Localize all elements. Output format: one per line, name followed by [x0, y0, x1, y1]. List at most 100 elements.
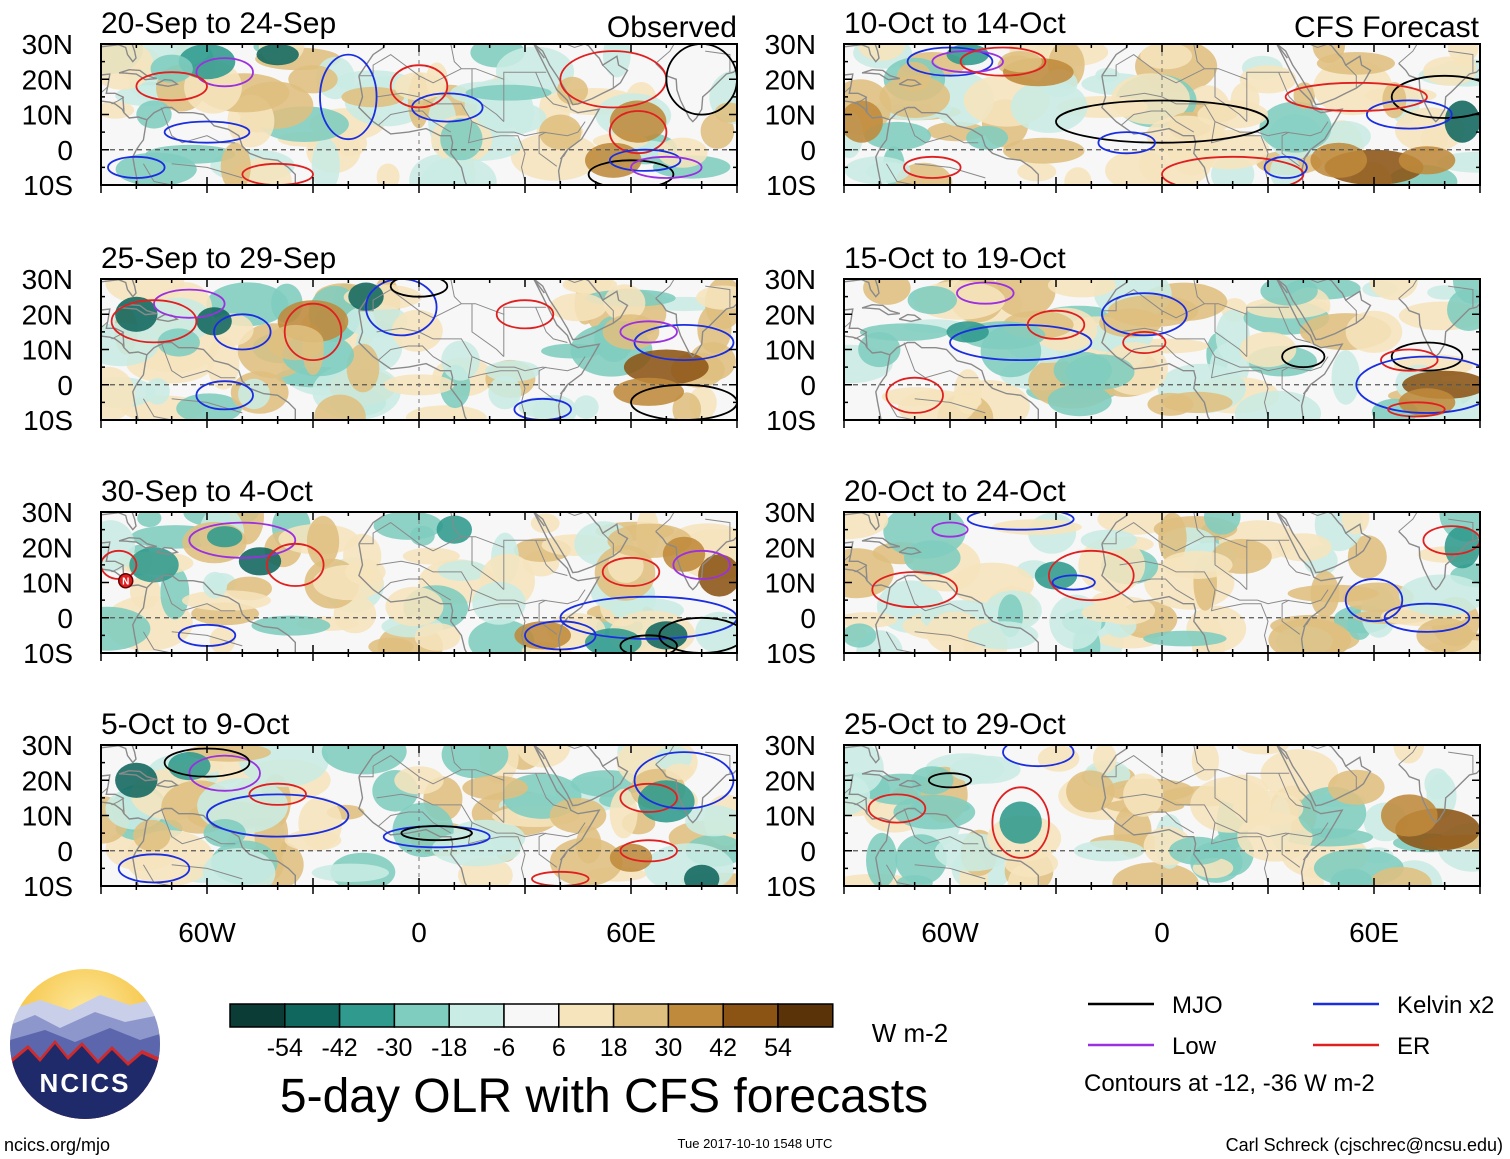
- map-panel: 30-Sep to 4-Oct N 30N 20N 10N 0 10S: [22, 475, 738, 669]
- coastline: [844, 279, 880, 298]
- olr-anomaly-blob: [1197, 100, 1268, 129]
- olr-anomaly-blob: [1095, 67, 1120, 83]
- contour-er: [1387, 401, 1446, 418]
- country-border: [1448, 751, 1474, 774]
- olr-anomaly-blob: [321, 745, 407, 775]
- country-border: [358, 53, 547, 84]
- map-area: [101, 745, 737, 886]
- colorbar-swatch: [338, 1003, 396, 1028]
- contour-low: [931, 521, 969, 538]
- contour-low: [672, 549, 731, 580]
- olr-anomaly-blob: [313, 564, 384, 601]
- country-border: [914, 163, 986, 179]
- country-border: [1214, 536, 1248, 590]
- map-area: [101, 279, 737, 420]
- country-border: [1121, 110, 1195, 133]
- country-border: [885, 864, 915, 886]
- olr-anomaly-blob: [157, 328, 200, 357]
- map-panel: 25-Sep to 29-Sep 30N 20N 10N 0 10S: [22, 242, 738, 436]
- coastline: [573, 652, 595, 653]
- country-border: [467, 589, 526, 650]
- country-border: [655, 745, 675, 765]
- contour-er: [1026, 309, 1086, 340]
- map-area: N: [101, 512, 737, 653]
- coastline: [573, 184, 595, 185]
- coastline: [1398, 763, 1480, 824]
- country-border: [1119, 793, 1329, 838]
- coastline: [101, 745, 137, 764]
- coastline: [844, 308, 868, 348]
- country-border: [101, 320, 109, 329]
- coastline: [861, 303, 900, 316]
- olr-anomaly-blob: [341, 86, 405, 108]
- olr-anomaly-blob: [672, 392, 702, 420]
- olr-anomaly-blob: [142, 297, 213, 344]
- olr-anomaly-blob: [311, 863, 389, 882]
- coastline: [844, 774, 868, 814]
- coastline: [101, 541, 125, 581]
- colorbar-tick-label: -18: [431, 1034, 467, 1062]
- country-border: [160, 575, 236, 612]
- coastline: [1316, 419, 1338, 420]
- panel-period-label: 25-Sep to 29-Sep: [101, 242, 336, 275]
- coastline: [889, 807, 1039, 886]
- country-border: [1278, 307, 1311, 343]
- olr-anomaly-blob: [863, 279, 911, 305]
- olr-anomaly-blob: [472, 581, 526, 625]
- country-border: [1119, 92, 1329, 137]
- y-tick-label: 20N: [765, 532, 816, 563]
- country-border: [914, 631, 986, 647]
- contour-er: [903, 155, 962, 179]
- olr-anomaly-blob: [844, 623, 877, 648]
- contour-low: [195, 57, 254, 88]
- olr-anomaly-blob: [573, 395, 599, 419]
- country-border: [535, 773, 568, 809]
- olr-anomaly-blob: [549, 797, 607, 834]
- contour-er: [1122, 331, 1167, 355]
- olr-anomaly-blob: [251, 615, 331, 636]
- units-label: W m-2: [872, 1018, 949, 1048]
- y-tick-label: 10N: [22, 801, 73, 832]
- footer-url: ncics.org/mjo: [4, 1135, 110, 1155]
- olr-anomaly-blob: [1310, 142, 1367, 178]
- panel-period-label: 20-Oct to 24-Oct: [844, 475, 1066, 508]
- coastline: [875, 119, 891, 185]
- coastline: [1276, 279, 1372, 341]
- olr-anomaly-blob: [256, 44, 299, 66]
- olr-anomaly-blob: [1080, 529, 1138, 551]
- olr-anomaly-blob: [202, 571, 228, 599]
- country-border: [471, 536, 505, 590]
- olr-anomaly-blob: [609, 843, 653, 872]
- olr-anomaly-blob: [462, 775, 528, 800]
- country-border: [1281, 599, 1301, 635]
- country-border: [538, 366, 558, 402]
- olr-anomaly-blob: [645, 621, 688, 650]
- contour-mjo: [1390, 341, 1464, 372]
- coastline: [146, 574, 296, 653]
- country-border: [885, 631, 915, 653]
- coastline: [146, 341, 296, 420]
- cfs-forecast-label: CFS Forecast: [1294, 11, 1480, 44]
- contour-kelvin-x2: [107, 155, 166, 179]
- colorbar-swatch: [284, 1003, 341, 1028]
- country-border: [1448, 50, 1474, 73]
- country-border: [160, 342, 236, 379]
- olr-anomaly-blob: [602, 314, 660, 350]
- olr-anomaly-blob: [1098, 596, 1155, 625]
- olr-anomaly-blob: [101, 323, 159, 367]
- country-border: [602, 299, 614, 324]
- country-border: [471, 769, 505, 823]
- coastline: [1316, 184, 1338, 185]
- colorbar-tick-label: 54: [764, 1034, 792, 1062]
- country-border: [1308, 745, 1329, 750]
- olr-anomaly-blob: [1017, 161, 1057, 182]
- country-border: [1398, 279, 1418, 299]
- contour-low: [619, 320, 678, 344]
- coastline: [118, 769, 157, 782]
- olr-anomaly-blob: [1259, 101, 1332, 153]
- olr-anomaly-blob: [202, 848, 276, 886]
- contour-note: Contours at -12, -36 W m-2: [1084, 1070, 1375, 1097]
- y-tick-label: 20N: [22, 64, 73, 95]
- country-border: [471, 68, 505, 122]
- country-border: [1214, 303, 1248, 357]
